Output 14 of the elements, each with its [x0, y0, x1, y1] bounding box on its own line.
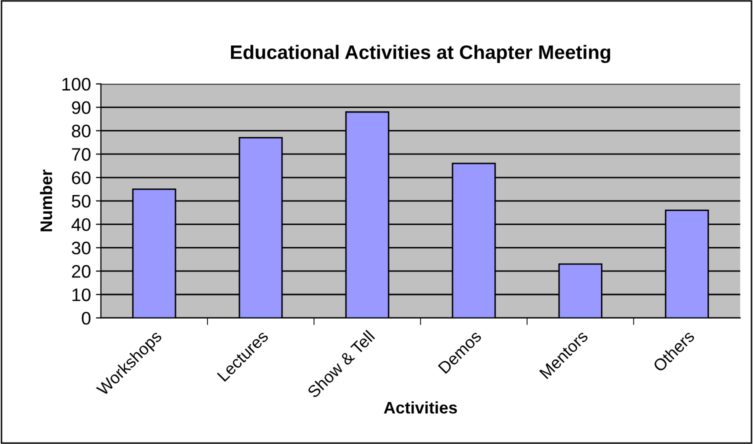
y-tick-label: 70 — [72, 148, 90, 161]
y-tick-label: 0 — [82, 312, 90, 325]
y-tick-label: 20 — [72, 265, 90, 278]
y-tick-label: 90 — [72, 101, 90, 114]
y-tick-label: 40 — [72, 218, 90, 232]
chart-title: Educational Activities at Chapter Meeting — [230, 44, 610, 64]
y-tick-label: 50 — [72, 194, 90, 208]
y-tick-label: 60 — [72, 171, 90, 184]
y-tick-label: 30 — [72, 242, 90, 254]
y-tick-label: 10 — [72, 288, 90, 302]
y-tick-label: 80 — [72, 124, 90, 138]
x-axis-title: Activities — [384, 401, 457, 414]
y-tick-label: 100 — [62, 78, 90, 91]
y-axis-title: Number — [40, 170, 52, 232]
